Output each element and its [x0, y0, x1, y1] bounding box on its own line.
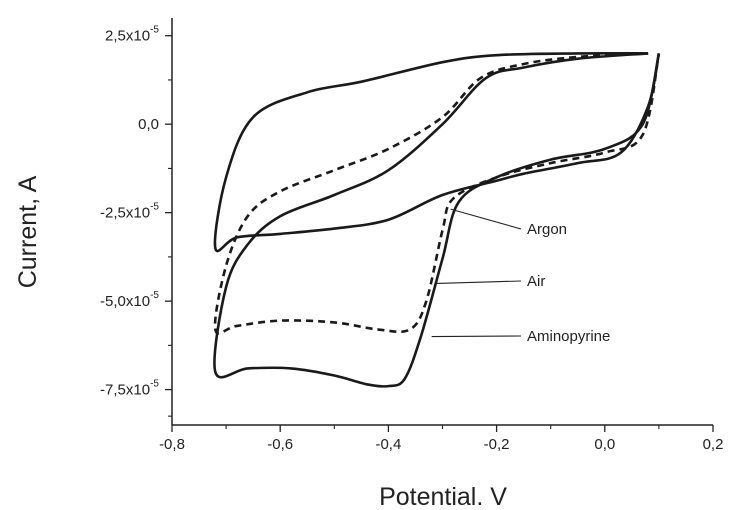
y-tick-label: -5,0x10-5 [100, 290, 159, 310]
series-line-argon [213, 51, 661, 253]
y-tick-label: -7,5x10-5 [100, 379, 159, 399]
y-tick-exponent: -5 [150, 25, 159, 36]
x-tick-label: -0,4 [375, 436, 401, 453]
y-tick-mantissa: 0,0 [138, 116, 159, 133]
x-tick-label: -0,6 [267, 436, 293, 453]
y-tick-mantissa: -5,0x10 [100, 293, 150, 310]
annotation-layer: Argon Air Aminopyrine [431, 208, 610, 345]
series-line-aminopyrine [213, 52, 661, 388]
y-tick-exponent: -5 [150, 290, 159, 301]
axes: -0,8 -0,6 -0,4 -0,2 0,0 0,22,5x10-50,0-2,5x10… [100, 18, 723, 453]
series-label-aminopyrine: Aminopyrine [527, 328, 610, 345]
y-axis-title: Current, A [14, 175, 42, 288]
y-tick-label: 2,5x10-5 [105, 25, 159, 45]
series-line-air [213, 52, 661, 335]
x-tick-label: -0,8 [159, 436, 185, 453]
y-tick-mantissa: 2,5x10 [105, 28, 150, 45]
series-layer [213, 51, 661, 388]
y-tick-mantissa: -7,5x10 [100, 382, 150, 399]
annotation-leader-argon [450, 208, 522, 230]
x-tick-label: -0,2 [484, 436, 510, 453]
y-tick-label: -2,5x10-5 [100, 202, 159, 222]
x-tick-label: 0,2 [703, 436, 724, 453]
y-tick-label: 0,0 [138, 116, 159, 133]
y-tick-exponent: -5 [150, 379, 159, 390]
y-tick-exponent: -5 [150, 202, 159, 213]
annotation-leader-air [437, 280, 522, 284]
x-tick-label: 0,0 [594, 436, 615, 453]
series-label-argon: Argon [527, 221, 567, 238]
series-label-air: Air [527, 273, 545, 290]
y-tick-mantissa: -2,5x10 [100, 205, 150, 222]
annotation-leader-aminopyrine [431, 335, 522, 338]
x-axis-title: Potential. V [379, 483, 507, 510]
